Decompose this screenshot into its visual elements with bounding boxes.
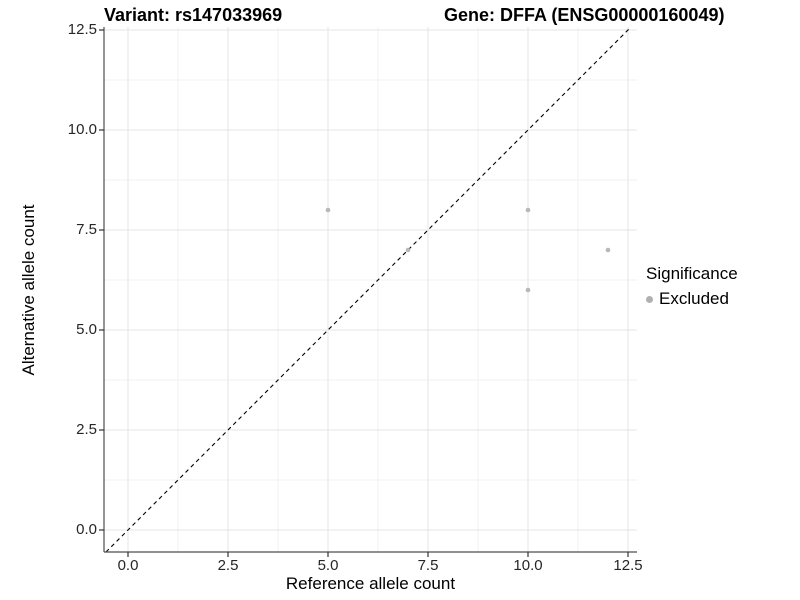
identity-reference-line [105,26,632,553]
data-point [605,247,611,253]
data-point [525,287,531,293]
legend-point-icon [646,295,653,303]
x-tick-label: 0.0 [117,557,139,574]
x-tick-label: 2.5 [217,557,239,574]
plot-title-gene: Gene: DFFA (ENSG00000160049) [444,5,725,25]
x-tick-label: 10.0 [513,557,543,574]
x-tick-label: 12.5 [613,557,643,574]
y-tick-label: 7.5 [76,221,97,238]
y-tick-label: 0.0 [76,521,97,538]
legend-title: Significance [646,264,738,283]
plot-title-variant: Variant: rs147033969 [104,5,283,25]
y-axis-title: Alternative allele count [19,204,38,376]
legend: Significance Excluded [646,264,738,309]
legend-item-label: Excluded [659,289,729,308]
data-point [525,207,531,213]
y-tick-label: 5.0 [76,321,97,338]
y-tick-label: 10.0 [67,121,97,138]
legend-item-excluded: Excluded [646,289,738,309]
data-point [405,247,411,253]
x-tick-label: 5.0 [317,557,339,574]
data-point [325,207,331,213]
x-axis-title: Reference allele count [285,574,456,593]
y-tick-label: 2.5 [76,421,97,438]
x-tick-label: 7.5 [417,557,439,574]
y-tick-label: 12.5 [67,21,97,38]
